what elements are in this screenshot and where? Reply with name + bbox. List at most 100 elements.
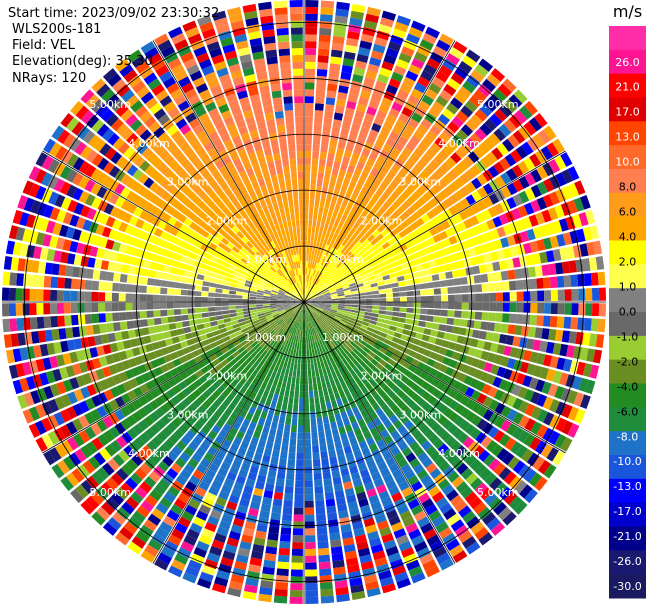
velocity-gate xyxy=(526,228,536,241)
velocity-gate xyxy=(488,282,496,292)
velocity-gate xyxy=(318,389,324,397)
velocity-gate xyxy=(324,110,334,119)
velocity-gate xyxy=(310,275,314,283)
velocity-gate xyxy=(375,407,385,417)
velocity-gate xyxy=(479,221,490,233)
velocity-gate xyxy=(555,188,567,203)
velocity-gate xyxy=(318,437,326,446)
velocity-gate xyxy=(388,272,397,279)
velocity-gate xyxy=(503,471,517,485)
velocity-gate xyxy=(312,137,321,145)
velocity-gate xyxy=(216,319,225,325)
velocity-gate xyxy=(527,326,536,338)
velocity-gate xyxy=(228,494,240,505)
velocity-gate xyxy=(201,291,209,297)
velocity-gate xyxy=(22,288,30,301)
velocity-gate xyxy=(502,313,510,323)
velocity-gate xyxy=(391,210,401,219)
velocity-gate xyxy=(460,319,468,328)
velocity-gate xyxy=(522,279,531,290)
velocity-gate xyxy=(385,545,399,557)
velocity-gate xyxy=(423,268,432,276)
velocity-gate xyxy=(400,334,409,341)
velocity-gate xyxy=(166,309,175,316)
velocity-gate xyxy=(341,267,349,274)
velocity-gate xyxy=(589,364,600,379)
velocity-gate xyxy=(309,306,315,312)
velocity-gate xyxy=(451,351,461,361)
velocity-gate xyxy=(308,275,311,283)
velocity-gate xyxy=(567,199,578,214)
velocity-gate xyxy=(518,190,530,204)
velocity-gate xyxy=(187,559,203,571)
velocity-gate xyxy=(552,370,563,384)
velocity-gate xyxy=(339,78,351,87)
velocity-gate xyxy=(51,263,60,276)
velocity-gate xyxy=(362,281,371,286)
velocity-gate xyxy=(393,297,401,302)
velocity-gate xyxy=(454,403,465,415)
velocity-gate xyxy=(85,325,94,336)
velocity-gate xyxy=(597,318,606,333)
velocity-gate xyxy=(329,311,336,316)
velocity-gate xyxy=(182,276,190,284)
velocity-gate xyxy=(245,577,259,587)
velocity-gate xyxy=(313,277,318,285)
velocity-gate xyxy=(234,560,248,571)
velocity-gate xyxy=(505,335,515,346)
velocity-gate xyxy=(285,332,290,340)
velocity-gate xyxy=(334,154,343,163)
velocity-gate xyxy=(498,486,513,501)
velocity-gate xyxy=(420,302,428,308)
velocity-gate xyxy=(308,328,311,336)
velocity-gate xyxy=(290,583,303,591)
velocity-gate xyxy=(327,408,334,417)
velocity-gate xyxy=(198,480,210,492)
velocity-gate xyxy=(482,78,496,93)
velocity-gate xyxy=(359,271,367,277)
velocity-gate xyxy=(285,417,292,425)
velocity-gate xyxy=(228,580,243,591)
velocity-gate xyxy=(447,470,460,483)
velocity-gate xyxy=(139,310,147,319)
velocity-gate xyxy=(153,302,161,310)
velocity-gate xyxy=(505,381,516,394)
velocity-gate xyxy=(475,293,483,302)
velocity-gate xyxy=(399,297,407,302)
velocity-gate xyxy=(8,287,17,301)
velocity-gate xyxy=(492,376,503,388)
velocity-gate xyxy=(317,272,323,279)
velocity-gate xyxy=(321,250,327,259)
velocity-gate xyxy=(334,413,342,422)
velocity-gate xyxy=(540,146,554,161)
velocity-gate xyxy=(329,323,336,330)
velocity-gate xyxy=(464,491,478,504)
velocity-gate xyxy=(488,312,496,322)
velocity-gate xyxy=(336,312,344,317)
velocity-gate xyxy=(431,274,440,282)
velocity-gate xyxy=(289,438,297,446)
velocity-gate xyxy=(288,396,294,405)
velocity-gate xyxy=(428,336,437,344)
velocity-gate xyxy=(376,350,385,359)
velocity-gate xyxy=(493,462,506,476)
velocity-gate xyxy=(201,312,210,318)
velocity-gate xyxy=(327,386,334,395)
velocity-gate xyxy=(249,304,257,308)
velocity-gate xyxy=(304,487,314,495)
velocity-gate xyxy=(316,347,321,355)
velocity-gate xyxy=(473,501,487,515)
velocity-gate xyxy=(248,443,257,452)
velocity-gate xyxy=(351,290,359,295)
velocity-gate xyxy=(310,299,318,302)
velocity-gate xyxy=(337,220,345,229)
velocity-gate xyxy=(416,469,429,480)
velocity-gate xyxy=(237,547,251,557)
velocity-gate xyxy=(287,375,292,384)
velocity-gate xyxy=(349,129,359,139)
velocity-gate xyxy=(312,320,317,328)
velocity-gate xyxy=(372,305,380,310)
velocity-gate xyxy=(452,213,463,224)
velocity-gate xyxy=(402,76,416,88)
velocity-gate xyxy=(231,488,242,498)
